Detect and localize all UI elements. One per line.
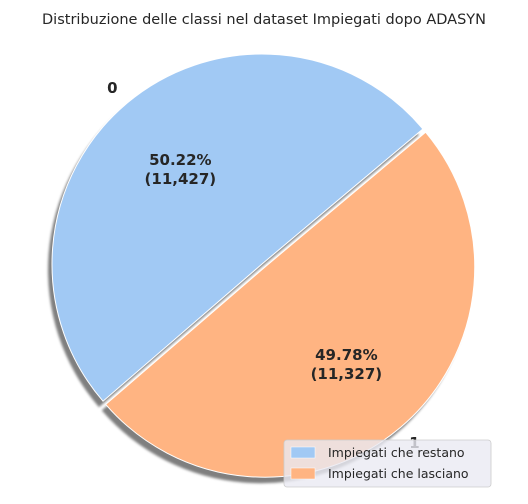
legend-swatch-lasciano bbox=[290, 467, 316, 480]
legend-frame bbox=[283, 439, 492, 488]
percent-label-restano: 50.22% (11,427) bbox=[145, 151, 217, 188]
chart-title: Distribuzione delle classi nel dataset I… bbox=[42, 12, 486, 28]
legend-swatch-restano bbox=[290, 446, 316, 459]
category-label-restano: 0 bbox=[107, 79, 117, 97]
pie-slice-restano bbox=[51, 53, 424, 402]
legend: Impiegati che restano Impiegati che lasc… bbox=[283, 439, 492, 488]
percent-label-lasciano: 49.78% (11,327) bbox=[311, 346, 383, 383]
legend-label-lasciano: Impiegati che lasciano bbox=[328, 466, 469, 481]
pie-slice-lasciano bbox=[105, 131, 476, 478]
legend-label-restano: Impiegati che restano bbox=[328, 445, 465, 460]
pie-slices bbox=[51, 53, 476, 478]
